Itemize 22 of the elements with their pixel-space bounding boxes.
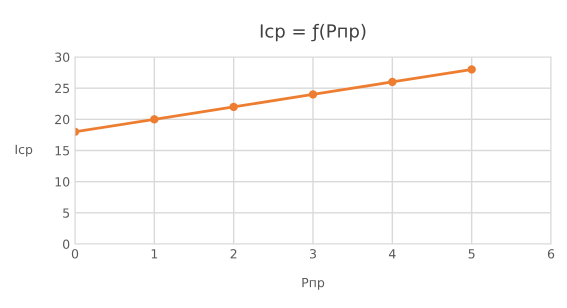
y-tick-label: 20 [55, 114, 70, 124]
y-tick-label: 5 [63, 208, 70, 218]
x-tick-label: 1 [152, 249, 158, 258]
x-tick-label: 3 [310, 249, 316, 259]
x-tick-label: 0 [72, 249, 78, 259]
y-tick-label: 30 [55, 52, 70, 62]
y-tick-label: 0 [63, 239, 70, 249]
point [308, 90, 318, 99]
x-tick-label: 4 [388, 249, 396, 258]
x-tick-label: 2 [230, 249, 236, 258]
point [468, 65, 476, 74]
point [388, 78, 396, 86]
y-tick-label: 25 [55, 84, 70, 94]
x-tick-label: 5 [468, 249, 475, 259]
y-axis-title: Iср [16, 144, 32, 157]
y-tick-label: 15 [56, 146, 70, 156]
y-tick-label: 10 [56, 177, 70, 187]
x-axis-title: Pпр [302, 278, 324, 290]
point [230, 102, 238, 112]
chart-title: Iср = ƒ(Pпр) [260, 24, 366, 42]
point [150, 115, 158, 124]
x-tick-label: 6 [548, 249, 554, 259]
